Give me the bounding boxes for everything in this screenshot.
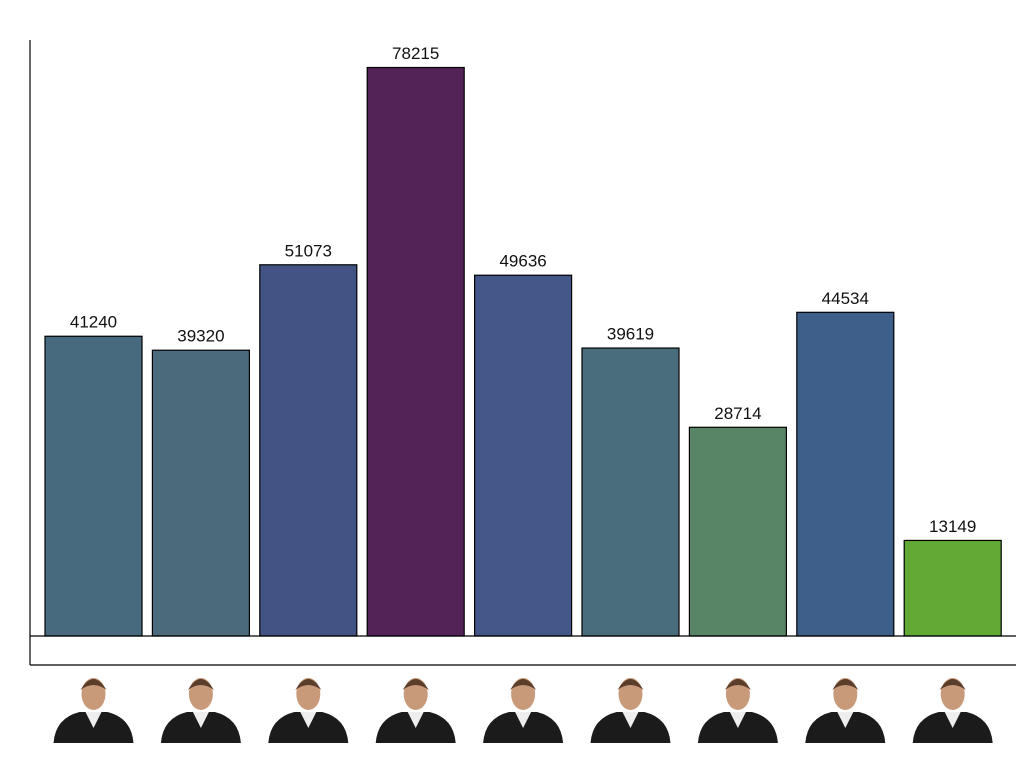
portrait-hair [80,679,107,690]
portrait-collar [622,712,639,728]
data-label: 49636 [499,252,546,271]
portrait [160,678,241,743]
portrait-hair [617,679,644,690]
portrait-collar [192,712,209,728]
portrait [375,678,456,743]
data-label: 44534 [822,289,869,308]
data-label: 39320 [177,327,224,346]
portrait [483,678,564,743]
bar [44,335,143,637]
data-label: 78215 [392,44,439,63]
data-label: 28714 [714,404,761,423]
portrait-collar [407,712,424,728]
portrait-hair [939,679,966,690]
portrait-collar [300,712,317,728]
portrait-collar [729,712,746,728]
portrait-hair [510,679,537,690]
bar [581,347,680,637]
portrait [590,678,671,743]
portrait [53,678,134,743]
portrait-collar [944,712,961,728]
portrait [912,678,993,743]
bar [903,539,1002,637]
portrait-hair [295,679,322,690]
bar [796,311,895,637]
data-label: 39619 [607,325,654,344]
portrait-collar [515,712,532,728]
bar [151,349,250,637]
portrait [697,678,778,743]
data-label: 51073 [285,241,332,260]
portrait-hair [832,679,859,690]
portrait-hair [724,679,751,690]
portrait-collar [85,712,102,728]
bar [366,66,465,637]
data-label: 41240 [70,313,117,332]
portrait-hair [187,679,214,690]
bar [688,426,788,637]
portrait-collar [837,712,854,728]
bar [474,274,573,637]
portrait [268,678,349,743]
portrait [805,678,886,743]
data-label: 13149 [929,517,976,536]
portrait-hair [402,679,429,690]
bar [259,264,358,637]
